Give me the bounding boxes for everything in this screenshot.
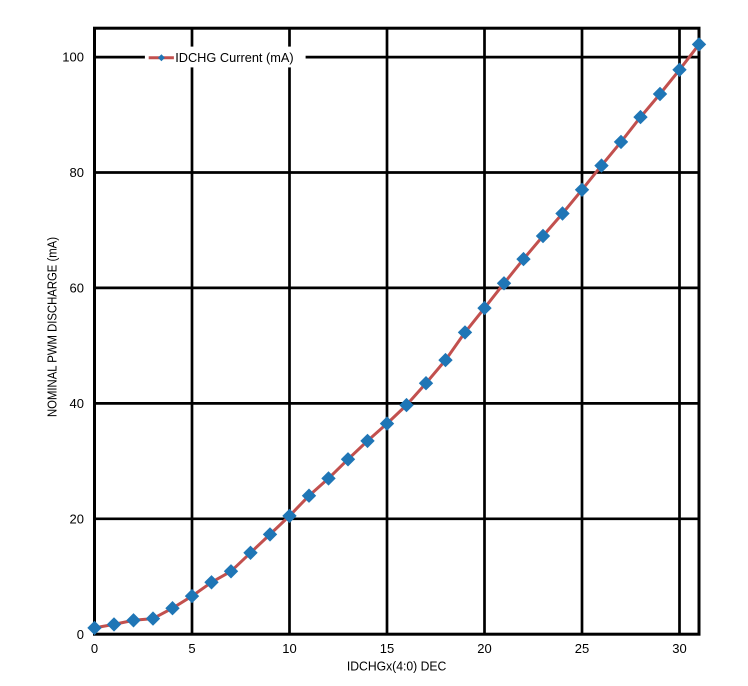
svg-text:20: 20	[70, 511, 84, 526]
svg-text:IDCHGx(4:0) DEC: IDCHGx(4:0) DEC	[347, 658, 447, 673]
svg-text:25: 25	[575, 641, 589, 656]
svg-text:20: 20	[477, 641, 491, 656]
svg-text:100: 100	[62, 50, 84, 65]
svg-text:30: 30	[672, 641, 686, 656]
svg-text:0: 0	[91, 641, 98, 656]
svg-text:NOMINAL PWM DISCHARGE (mA): NOMINAL PWM DISCHARGE (mA)	[45, 237, 60, 417]
svg-text:10: 10	[282, 641, 296, 656]
svg-text:60: 60	[70, 281, 84, 296]
svg-text:15: 15	[380, 641, 394, 656]
svg-text:0: 0	[77, 627, 84, 642]
svg-text:80: 80	[70, 165, 84, 180]
svg-text:IDCHG Current (mA): IDCHG Current (mA)	[175, 50, 294, 65]
svg-text:40: 40	[70, 396, 84, 411]
svg-text:5: 5	[188, 641, 195, 656]
